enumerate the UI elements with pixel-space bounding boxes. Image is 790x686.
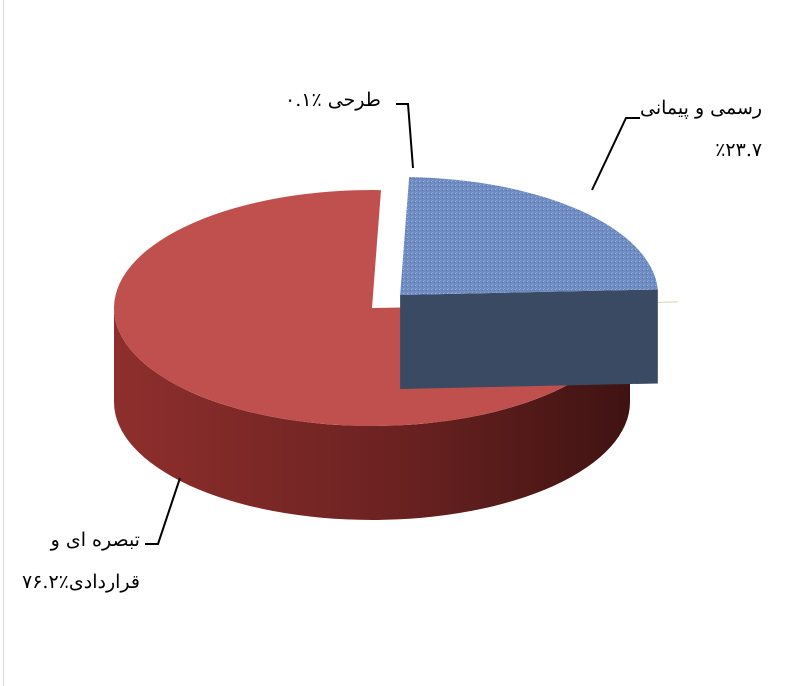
slice-label-plan-name: طرحی — [327, 89, 381, 111]
pie-slice-cut-0 — [400, 289, 658, 389]
pie-slice-side-2 — [114, 308, 630, 520]
slice-label-formal-name: رسمی و پیمانی — [640, 97, 763, 119]
slice-label-formal-value: ٪۲۳.۷ — [715, 139, 763, 161]
pie-slice-0 — [400, 177, 658, 295]
slice-label-contract: تبصره ای و قراردادی٪۷۶.۲ — [22, 528, 140, 594]
slice-label-contract-line2: قراردادی٪۷۶.۲ — [22, 570, 140, 594]
leader-line-contract — [145, 477, 181, 545]
slice-label-formal: رسمی و پیمانی ٪۲۳.۷ — [640, 96, 762, 162]
slice-label-plan: طرحی ٪۰.۱ — [285, 88, 381, 112]
leader-line-plan — [396, 103, 414, 169]
slice-label-contract-name: قراردادی — [68, 571, 140, 593]
slice-label-plan-value: ٪۰.۱ — [285, 89, 322, 111]
slice-label-contract-line1: تبصره ای و — [50, 529, 140, 551]
chart-frame-left-rule — [3, 0, 4, 686]
leader-line-formal — [591, 117, 640, 191]
slice-label-contract-value: ٪۷۶.۲ — [22, 571, 69, 593]
